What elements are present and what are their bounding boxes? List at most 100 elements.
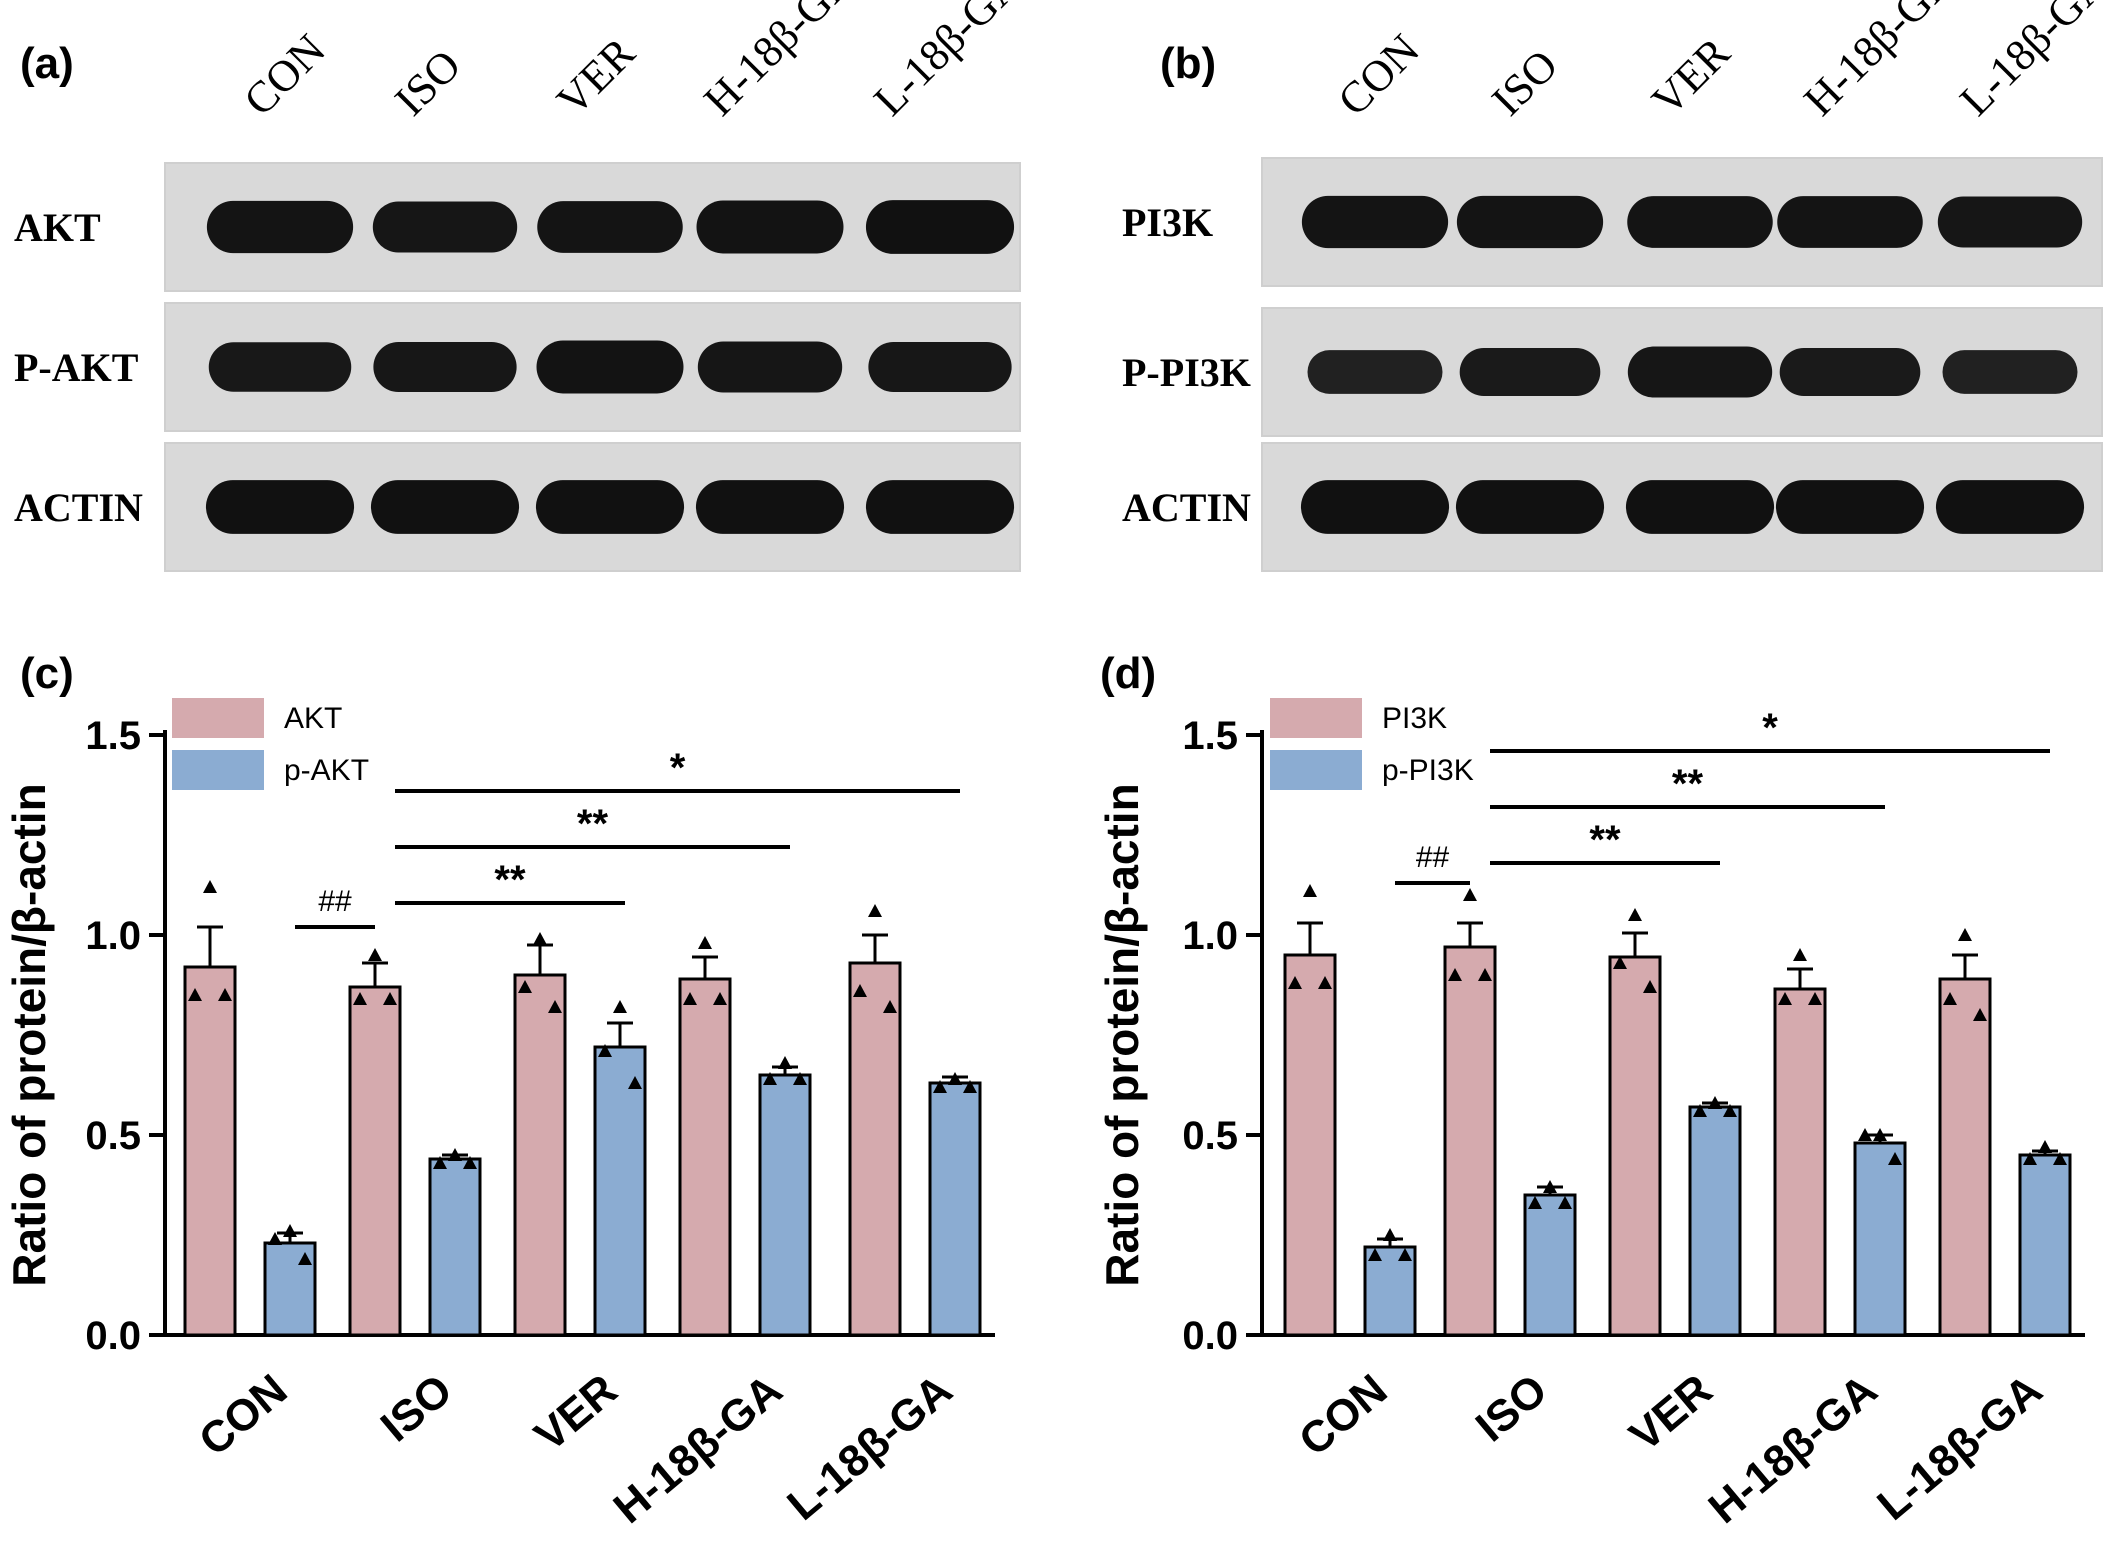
bar xyxy=(1443,945,1497,1337)
data-point xyxy=(1613,956,1627,969)
data-point xyxy=(868,904,882,917)
data-point xyxy=(353,992,367,1005)
data-point xyxy=(1958,928,1972,941)
data-point xyxy=(1793,948,1807,961)
significance-label: * xyxy=(1762,706,1778,750)
data-point xyxy=(948,1072,962,1085)
legend-label: PI3K xyxy=(1382,702,1447,735)
blot-band xyxy=(865,200,1015,254)
data-point xyxy=(463,1156,477,1169)
blot-band xyxy=(1459,348,1601,396)
blot-band xyxy=(535,480,685,534)
lane-label: VER xyxy=(547,28,644,125)
blot-band xyxy=(1627,196,1773,248)
data-point xyxy=(368,948,382,961)
legend-swatch xyxy=(172,698,264,738)
blot-band xyxy=(865,480,1015,534)
data-point xyxy=(1543,1180,1557,1193)
data-point xyxy=(1383,1228,1397,1241)
blot-panel-1: (b) CON ISO VER H-18β-GAL-18β-GA PI3K P-PI3K AC… xyxy=(1122,0,2117,572)
data-point xyxy=(1463,888,1477,901)
x-category-label: H-18β-GA xyxy=(1700,1365,1887,1533)
bar xyxy=(1688,1105,1742,1337)
data-point xyxy=(793,1072,807,1085)
y-tick-label: 1.5 xyxy=(1182,714,1238,758)
legend-label: AKT xyxy=(284,702,342,735)
blot-row-label: ACTIN xyxy=(1122,485,1251,530)
data-point xyxy=(283,1224,297,1237)
blot-band xyxy=(1942,350,2078,394)
bar-chart-0: (c) 0.0 0.5 1.0 1.5 Ratio of protein/β-actin C… xyxy=(3,649,995,1533)
y-tick-label: 0.5 xyxy=(85,1114,141,1158)
data-point xyxy=(598,1044,612,1057)
data-point xyxy=(2038,1140,2052,1153)
blot-band xyxy=(1937,196,2083,248)
blot-band xyxy=(1300,480,1450,534)
blot-band xyxy=(373,341,517,393)
x-category-label: CON xyxy=(1290,1365,1396,1465)
lane-label: CON xyxy=(234,25,334,125)
bar xyxy=(183,965,237,1337)
bar xyxy=(513,973,567,1337)
blot-band xyxy=(1775,480,1925,534)
lane-label: H-18β-GA xyxy=(1794,0,1964,125)
blot-row-label: AKT xyxy=(14,205,101,250)
data-point xyxy=(628,1076,642,1089)
y-axis-title: Ratio of protein/β-actin xyxy=(3,783,55,1286)
data-point xyxy=(218,988,232,1001)
x-category-label: VER xyxy=(526,1365,627,1461)
x-category-label: L-18β-GA xyxy=(778,1365,961,1530)
blot-panel-0: (a) CON ISO VER H-18β-GA L-18β-GA AKT P-AKT ACTI… xyxy=(14,0,1031,572)
blot-band xyxy=(208,342,352,392)
x-category-label: ISO xyxy=(372,1365,462,1451)
bar xyxy=(1523,1193,1577,1337)
blot-band xyxy=(1935,480,2085,534)
data-point xyxy=(383,992,397,1005)
legend-label: p-AKT xyxy=(284,754,369,787)
significance-label: ** xyxy=(577,802,609,846)
data-point xyxy=(778,1056,792,1069)
data-point xyxy=(1528,1196,1542,1209)
y-tick-label: 1.0 xyxy=(85,914,141,958)
data-point xyxy=(1873,1128,1887,1141)
data-point xyxy=(698,936,712,949)
bar xyxy=(1283,953,1337,1337)
blot-row-label: ACTIN xyxy=(14,485,143,530)
data-point xyxy=(548,1000,562,1013)
y-tick-label: 1.0 xyxy=(1182,914,1238,958)
data-point xyxy=(2023,1152,2037,1165)
blot-band xyxy=(1627,346,1773,398)
significance-label: ** xyxy=(1672,762,1704,806)
data-point xyxy=(853,984,867,997)
legend-swatch xyxy=(1270,750,1362,790)
bar xyxy=(928,1081,982,1337)
data-point xyxy=(683,992,697,1005)
blot-band xyxy=(1456,195,1604,249)
bar-chart-1: (d) 0.0 0.5 1.0 1.5 Ratio of protein/β-actin C… xyxy=(1096,649,2085,1533)
legend-swatch xyxy=(1270,698,1362,738)
blot-band xyxy=(1777,196,1923,248)
legend-swatch xyxy=(172,750,264,790)
y-axis-title: Ratio of protein/β-actin xyxy=(1096,783,1148,1286)
significance-label: ## xyxy=(318,885,352,918)
panel-label-chart-0: (c) xyxy=(20,649,74,698)
significance-label: * xyxy=(670,746,686,790)
bar xyxy=(593,1045,647,1337)
blot-band xyxy=(868,341,1012,393)
panel-label-blot-1: (b) xyxy=(1160,39,1216,88)
data-point xyxy=(518,980,532,993)
significance-label: ** xyxy=(1589,818,1621,862)
data-point xyxy=(963,1080,977,1093)
legend-label: p-PI3K xyxy=(1382,754,1474,787)
bar xyxy=(848,961,902,1337)
data-point xyxy=(1398,1248,1412,1261)
data-point xyxy=(1778,992,1792,1005)
bar xyxy=(1608,955,1662,1337)
data-point xyxy=(613,1000,627,1013)
bar xyxy=(1853,1141,1907,1337)
data-point xyxy=(1558,1196,1572,1209)
blot-band xyxy=(1307,350,1443,394)
data-point xyxy=(268,1232,282,1245)
blot-band xyxy=(1779,348,1921,396)
data-point xyxy=(883,1000,897,1013)
